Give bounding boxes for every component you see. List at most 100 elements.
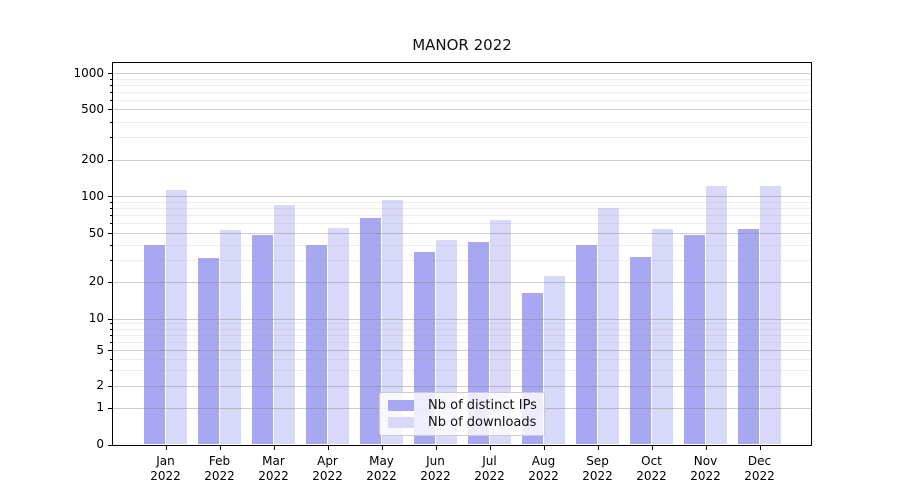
x-axis-tick-label: Feb 2022: [192, 454, 248, 484]
y-tick-mark: [108, 159, 112, 161]
bar-distinct-ips-dec: [737, 228, 760, 445]
bar-distinct-ips-jan: [143, 244, 166, 445]
bar-distinct-ips-mar: [251, 235, 274, 445]
y-tick-mark: [108, 318, 112, 320]
y-axis-tick-label: 50: [88, 225, 104, 240]
y-tick-mark-minor: [109, 137, 112, 139]
gridline-major: [113, 350, 811, 351]
gridline-minor: [113, 323, 811, 325]
x-tick-month: Aug: [531, 454, 556, 468]
y-tick-mark-minor: [109, 358, 112, 360]
gridline-minor: [113, 358, 811, 360]
x-tick-year: 2022: [582, 469, 613, 483]
bar-distinct-ips-oct: [629, 256, 652, 445]
x-axis-tick-label: Jun 2022: [408, 454, 464, 484]
y-tick-mark: [108, 350, 112, 351]
y-axis-tick-label: 5: [96, 342, 104, 357]
x-tick-year: 2022: [312, 469, 343, 483]
x-axis-tick-label: Aug 2022: [516, 454, 572, 484]
gridline-minor: [113, 244, 811, 246]
legend-label: Nb of downloads: [428, 415, 537, 430]
gridline-minor: [113, 260, 811, 262]
y-tick-mark-minor: [109, 99, 112, 101]
y-axis-tick-label: 100: [81, 188, 104, 203]
bar-downloads-jan: [165, 189, 188, 445]
legend-swatch-distinct-ips: [388, 400, 414, 411]
y-tick-mark: [108, 385, 112, 387]
x-tick-mark: [705, 445, 707, 450]
x-tick-mark: [489, 445, 491, 450]
x-tick-month: Apr: [317, 454, 338, 468]
gridline-minor: [113, 207, 811, 209]
bar-distinct-ips-sep: [575, 244, 598, 445]
gridline-major: [113, 318, 811, 320]
legend-swatch-downloads: [388, 417, 414, 428]
legend-item-distinct-ips: Nb of distinct IPs: [388, 398, 537, 413]
x-tick-mark: [543, 445, 545, 450]
bar-downloads-feb: [219, 229, 242, 445]
x-axis-tick-label: May 2022: [354, 454, 410, 484]
y-tick-mark-minor: [109, 244, 112, 246]
bar-downloads-apr: [327, 227, 350, 445]
gridline-minor: [113, 341, 811, 343]
x-tick-mark: [381, 445, 383, 450]
x-tick-year: 2022: [690, 469, 721, 483]
y-tick-mark-minor: [109, 215, 112, 217]
y-tick-mark: [108, 407, 112, 409]
x-tick-mark: [219, 445, 221, 450]
x-tick-mark: [759, 445, 761, 450]
x-tick-year: 2022: [150, 469, 181, 483]
gridline-minor: [113, 121, 811, 123]
bar-distinct-ips-nov: [683, 235, 706, 445]
bar-downloads-dec: [759, 186, 782, 445]
gridline-major: [113, 385, 811, 387]
x-tick-mark: [651, 445, 653, 450]
gridline-major: [113, 233, 811, 234]
gridline-minor: [113, 91, 811, 93]
legend-label: Nb of distinct IPs: [428, 398, 537, 413]
y-tick-mark-minor: [109, 91, 112, 93]
y-tick-mark-minor: [109, 369, 112, 371]
y-tick-mark-minor: [109, 78, 112, 80]
y-tick-mark-minor: [109, 84, 112, 86]
x-tick-year: 2022: [204, 469, 235, 483]
y-axis-tick-label: 20: [88, 274, 104, 288]
legend: Nb of distinct IPs Nb of downloads: [379, 392, 545, 436]
gridline-minor: [113, 78, 811, 80]
y-axis-tick-label: 1: [96, 400, 104, 415]
x-tick-year: 2022: [528, 469, 559, 483]
x-tick-year: 2022: [366, 469, 397, 483]
x-tick-month: Oct: [641, 454, 662, 468]
y-tick-mark: [108, 73, 112, 75]
gridline-minor: [113, 137, 811, 139]
y-axis-tick-label: 200: [81, 152, 104, 167]
x-tick-mark: [597, 445, 599, 450]
y-tick-mark-minor: [109, 341, 112, 343]
x-tick-month: Jan: [156, 454, 175, 468]
y-axis-tick-label: 10: [88, 311, 104, 325]
gridline-minor: [113, 201, 811, 203]
x-axis-tick-label: Jan 2022: [138, 454, 194, 484]
x-axis-tick-label: Sep 2022: [570, 454, 626, 484]
y-tick-mark-minor: [109, 328, 112, 330]
x-tick-month: Jun: [426, 454, 445, 468]
x-tick-month: Mar: [262, 454, 285, 468]
bar-downloads-oct: [651, 228, 674, 445]
bar-downloads-mar: [273, 205, 296, 445]
y-tick-mark-minor: [109, 260, 112, 262]
y-tick-mark: [108, 281, 112, 283]
y-tick-mark-minor: [109, 207, 112, 209]
x-axis-tick-label: Oct 2022: [624, 454, 680, 484]
legend-item-downloads: Nb of downloads: [388, 415, 536, 430]
bar-downloads-aug: [543, 276, 566, 445]
gridline-minor: [113, 84, 811, 86]
gridline-major: [113, 196, 811, 197]
x-tick-month: Dec: [747, 454, 772, 468]
x-tick-month: Feb: [208, 454, 231, 468]
gridline-minor: [113, 223, 811, 225]
x-axis-tick-label: Nov 2022: [678, 454, 734, 484]
x-tick-month: May: [369, 454, 394, 468]
x-axis-tick-label: Jul 2022: [462, 454, 518, 484]
bar-distinct-ips-apr: [305, 244, 328, 445]
x-tick-year: 2022: [636, 469, 667, 483]
